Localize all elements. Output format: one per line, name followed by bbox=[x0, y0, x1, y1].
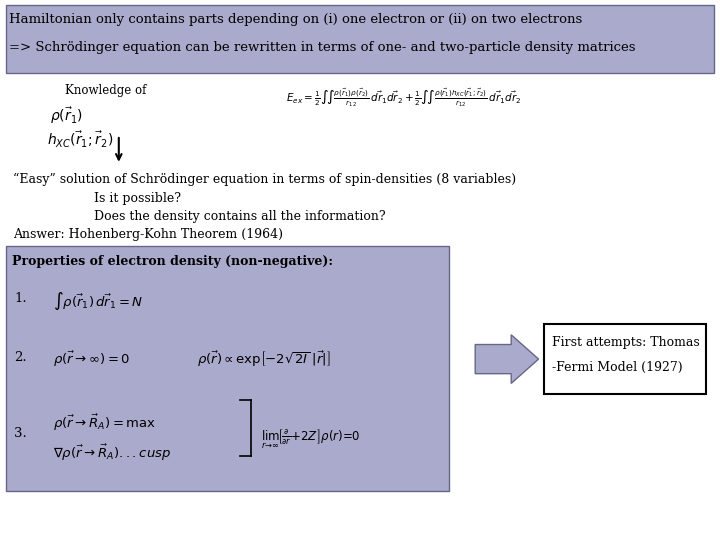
Text: $\rho(\vec{r}) \propto \exp\!\left[-2\sqrt{2I}\;|\vec{r}|\right]$: $\rho(\vec{r}) \propto \exp\!\left[-2\sq… bbox=[197, 350, 330, 369]
Text: Knowledge of: Knowledge of bbox=[65, 84, 146, 97]
FancyBboxPatch shape bbox=[544, 324, 706, 394]
Text: 2.: 2. bbox=[14, 351, 27, 364]
Text: Properties of electron density (non-negative):: Properties of electron density (non-nega… bbox=[12, 255, 333, 268]
Text: $\rho(\vec{r} \rightarrow \infty) = 0$: $\rho(\vec{r} \rightarrow \infty) = 0$ bbox=[53, 350, 130, 369]
Text: $h_{XC}(\vec{r}_1;\vec{r}_2)$: $h_{XC}(\vec{r}_1;\vec{r}_2)$ bbox=[47, 130, 113, 150]
Text: First attempts: Thomas: First attempts: Thomas bbox=[552, 336, 700, 349]
Text: $\int \rho(\vec{r}_1)\,d\vec{r}_1 = N$: $\int \rho(\vec{r}_1)\,d\vec{r}_1 = N$ bbox=[53, 290, 143, 312]
Text: Answer: Hohenberg-Kohn Theorem (1964): Answer: Hohenberg-Kohn Theorem (1964) bbox=[13, 228, 283, 241]
Text: $\rho(\vec{r} \rightarrow \vec{R}_A) = \mathrm{max}$: $\rho(\vec{r} \rightarrow \vec{R}_A) = \… bbox=[53, 413, 156, 434]
Text: Does the density contains all the information?: Does the density contains all the inform… bbox=[94, 210, 385, 222]
FancyBboxPatch shape bbox=[6, 5, 714, 73]
Text: $\lim_{r \rightarrow \infty}\!\left[\frac{\partial}{\partial r} + 2Z\right]\rho(: $\lim_{r \rightarrow \infty}\!\left[\fra… bbox=[261, 427, 361, 450]
Text: 1.: 1. bbox=[14, 292, 27, 305]
Polygon shape bbox=[475, 335, 539, 383]
Text: 3.: 3. bbox=[14, 427, 27, 440]
Text: “Easy” solution of Schrödinger equation in terms of spin-densities (8 variables): “Easy” solution of Schrödinger equation … bbox=[13, 173, 516, 186]
Text: -Fermi Model (1927): -Fermi Model (1927) bbox=[552, 361, 683, 374]
Text: $\nabla\rho(\vec{r} \rightarrow \vec{R}_A)...cusp$: $\nabla\rho(\vec{r} \rightarrow \vec{R}_… bbox=[53, 443, 171, 463]
Text: $E_{ex} = \frac{1}{2}\int\!\int \frac{\rho(\vec{r}_1)\rho(\vec{r}_2)}{r_{12}}\,d: $E_{ex} = \frac{1}{2}\int\!\int \frac{\r… bbox=[286, 86, 521, 109]
Text: $\rho(\vec{r}_1)$: $\rho(\vec{r}_1)$ bbox=[50, 105, 84, 126]
Text: Hamiltonian only contains parts depending on (i) one electron or (ii) on two ele: Hamiltonian only contains parts dependin… bbox=[9, 14, 582, 26]
Text: => Schrödinger equation can be rewritten in terms of one- and two-particle densi: => Schrödinger equation can be rewritten… bbox=[9, 40, 636, 53]
Text: Is it possible?: Is it possible? bbox=[94, 192, 181, 205]
FancyBboxPatch shape bbox=[6, 246, 449, 491]
